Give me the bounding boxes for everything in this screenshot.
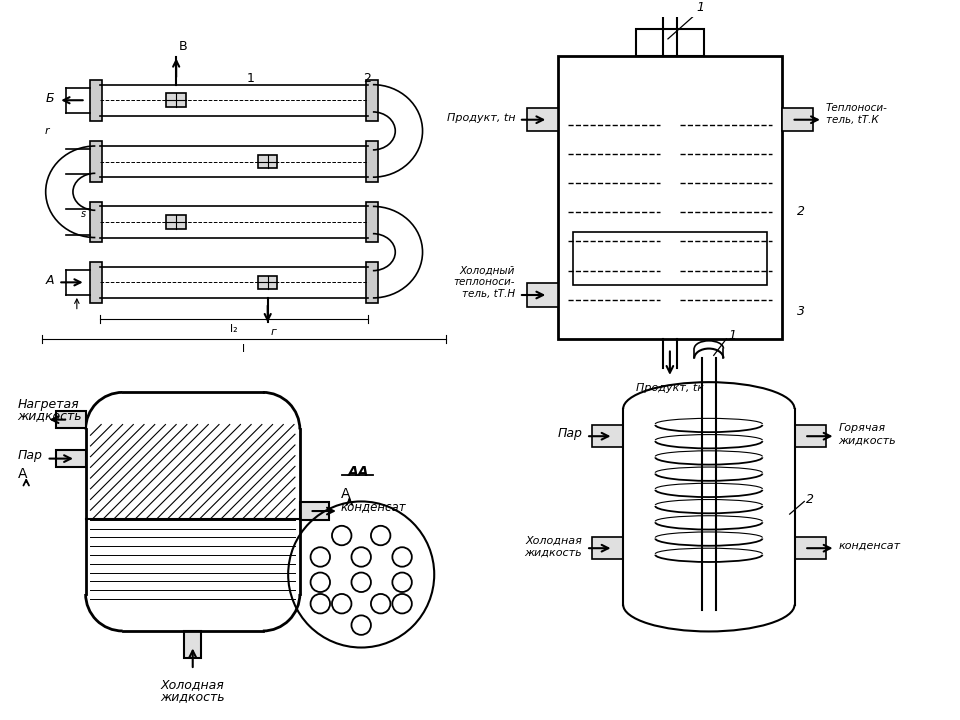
Bar xyxy=(300,503,329,520)
Bar xyxy=(795,538,826,559)
Text: 2: 2 xyxy=(806,493,814,506)
Text: Продукт, tк: Продукт, tк xyxy=(636,382,704,392)
Text: r: r xyxy=(44,126,49,136)
Bar xyxy=(781,108,813,132)
Bar xyxy=(795,426,826,447)
Text: Горячая: Горячая xyxy=(838,423,885,433)
Text: l: l xyxy=(242,343,246,354)
Bar xyxy=(90,202,102,243)
Text: жидкость: жидкость xyxy=(160,690,225,703)
Text: В: В xyxy=(180,40,188,53)
Bar xyxy=(258,155,277,168)
Bar xyxy=(592,538,623,559)
Bar xyxy=(636,29,704,56)
Text: жидкость: жидкость xyxy=(17,409,82,422)
Text: жидкость: жидкость xyxy=(838,436,896,446)
Text: АА: АА xyxy=(348,465,369,479)
Text: Теплоноси-: Теплоноси- xyxy=(826,103,888,113)
Text: l₂: l₂ xyxy=(230,324,238,334)
Text: Холодная: Холодная xyxy=(161,678,225,691)
Bar xyxy=(184,631,202,658)
Text: А: А xyxy=(46,274,55,287)
Text: жидкость: жидкость xyxy=(524,548,583,558)
Bar xyxy=(527,108,558,132)
Bar xyxy=(166,94,186,107)
Text: тель, tТ.Н: тель, tТ.Н xyxy=(462,289,516,299)
Text: конденсат: конденсат xyxy=(838,540,900,550)
Bar xyxy=(366,262,377,303)
Bar xyxy=(258,276,277,289)
Text: А: А xyxy=(17,467,27,481)
Bar xyxy=(572,232,767,285)
Text: 1: 1 xyxy=(729,330,736,343)
Text: Нагретая: Нагретая xyxy=(17,397,79,410)
Bar xyxy=(366,141,377,182)
Bar xyxy=(558,56,781,339)
Text: 1: 1 xyxy=(247,72,254,85)
Bar xyxy=(57,411,85,428)
Text: Пар: Пар xyxy=(558,427,583,440)
Text: Б: Б xyxy=(46,91,55,105)
Bar xyxy=(57,450,85,467)
Text: Холодный: Холодный xyxy=(460,266,516,276)
Text: тель, tТ.К: тель, tТ.К xyxy=(826,114,878,125)
Bar xyxy=(90,141,102,182)
Bar xyxy=(527,283,558,307)
Text: 1: 1 xyxy=(696,1,705,14)
Text: s: s xyxy=(81,210,85,219)
Text: 2: 2 xyxy=(797,205,804,218)
Bar xyxy=(166,215,186,229)
Text: г: г xyxy=(271,327,276,337)
Text: 3: 3 xyxy=(797,305,804,318)
Bar xyxy=(90,262,102,303)
Text: Пар: Пар xyxy=(17,449,42,462)
Text: теплоноси-: теплоноси- xyxy=(453,277,516,287)
Text: Продукт, tн: Продукт, tн xyxy=(446,113,516,123)
Text: Холодная: Холодная xyxy=(525,536,583,546)
Bar xyxy=(592,426,623,447)
Bar xyxy=(366,202,377,243)
Bar xyxy=(90,80,102,121)
Text: А: А xyxy=(341,487,350,500)
Bar xyxy=(366,80,377,121)
Text: 2: 2 xyxy=(363,72,371,85)
Text: конденсат: конденсат xyxy=(341,500,406,513)
